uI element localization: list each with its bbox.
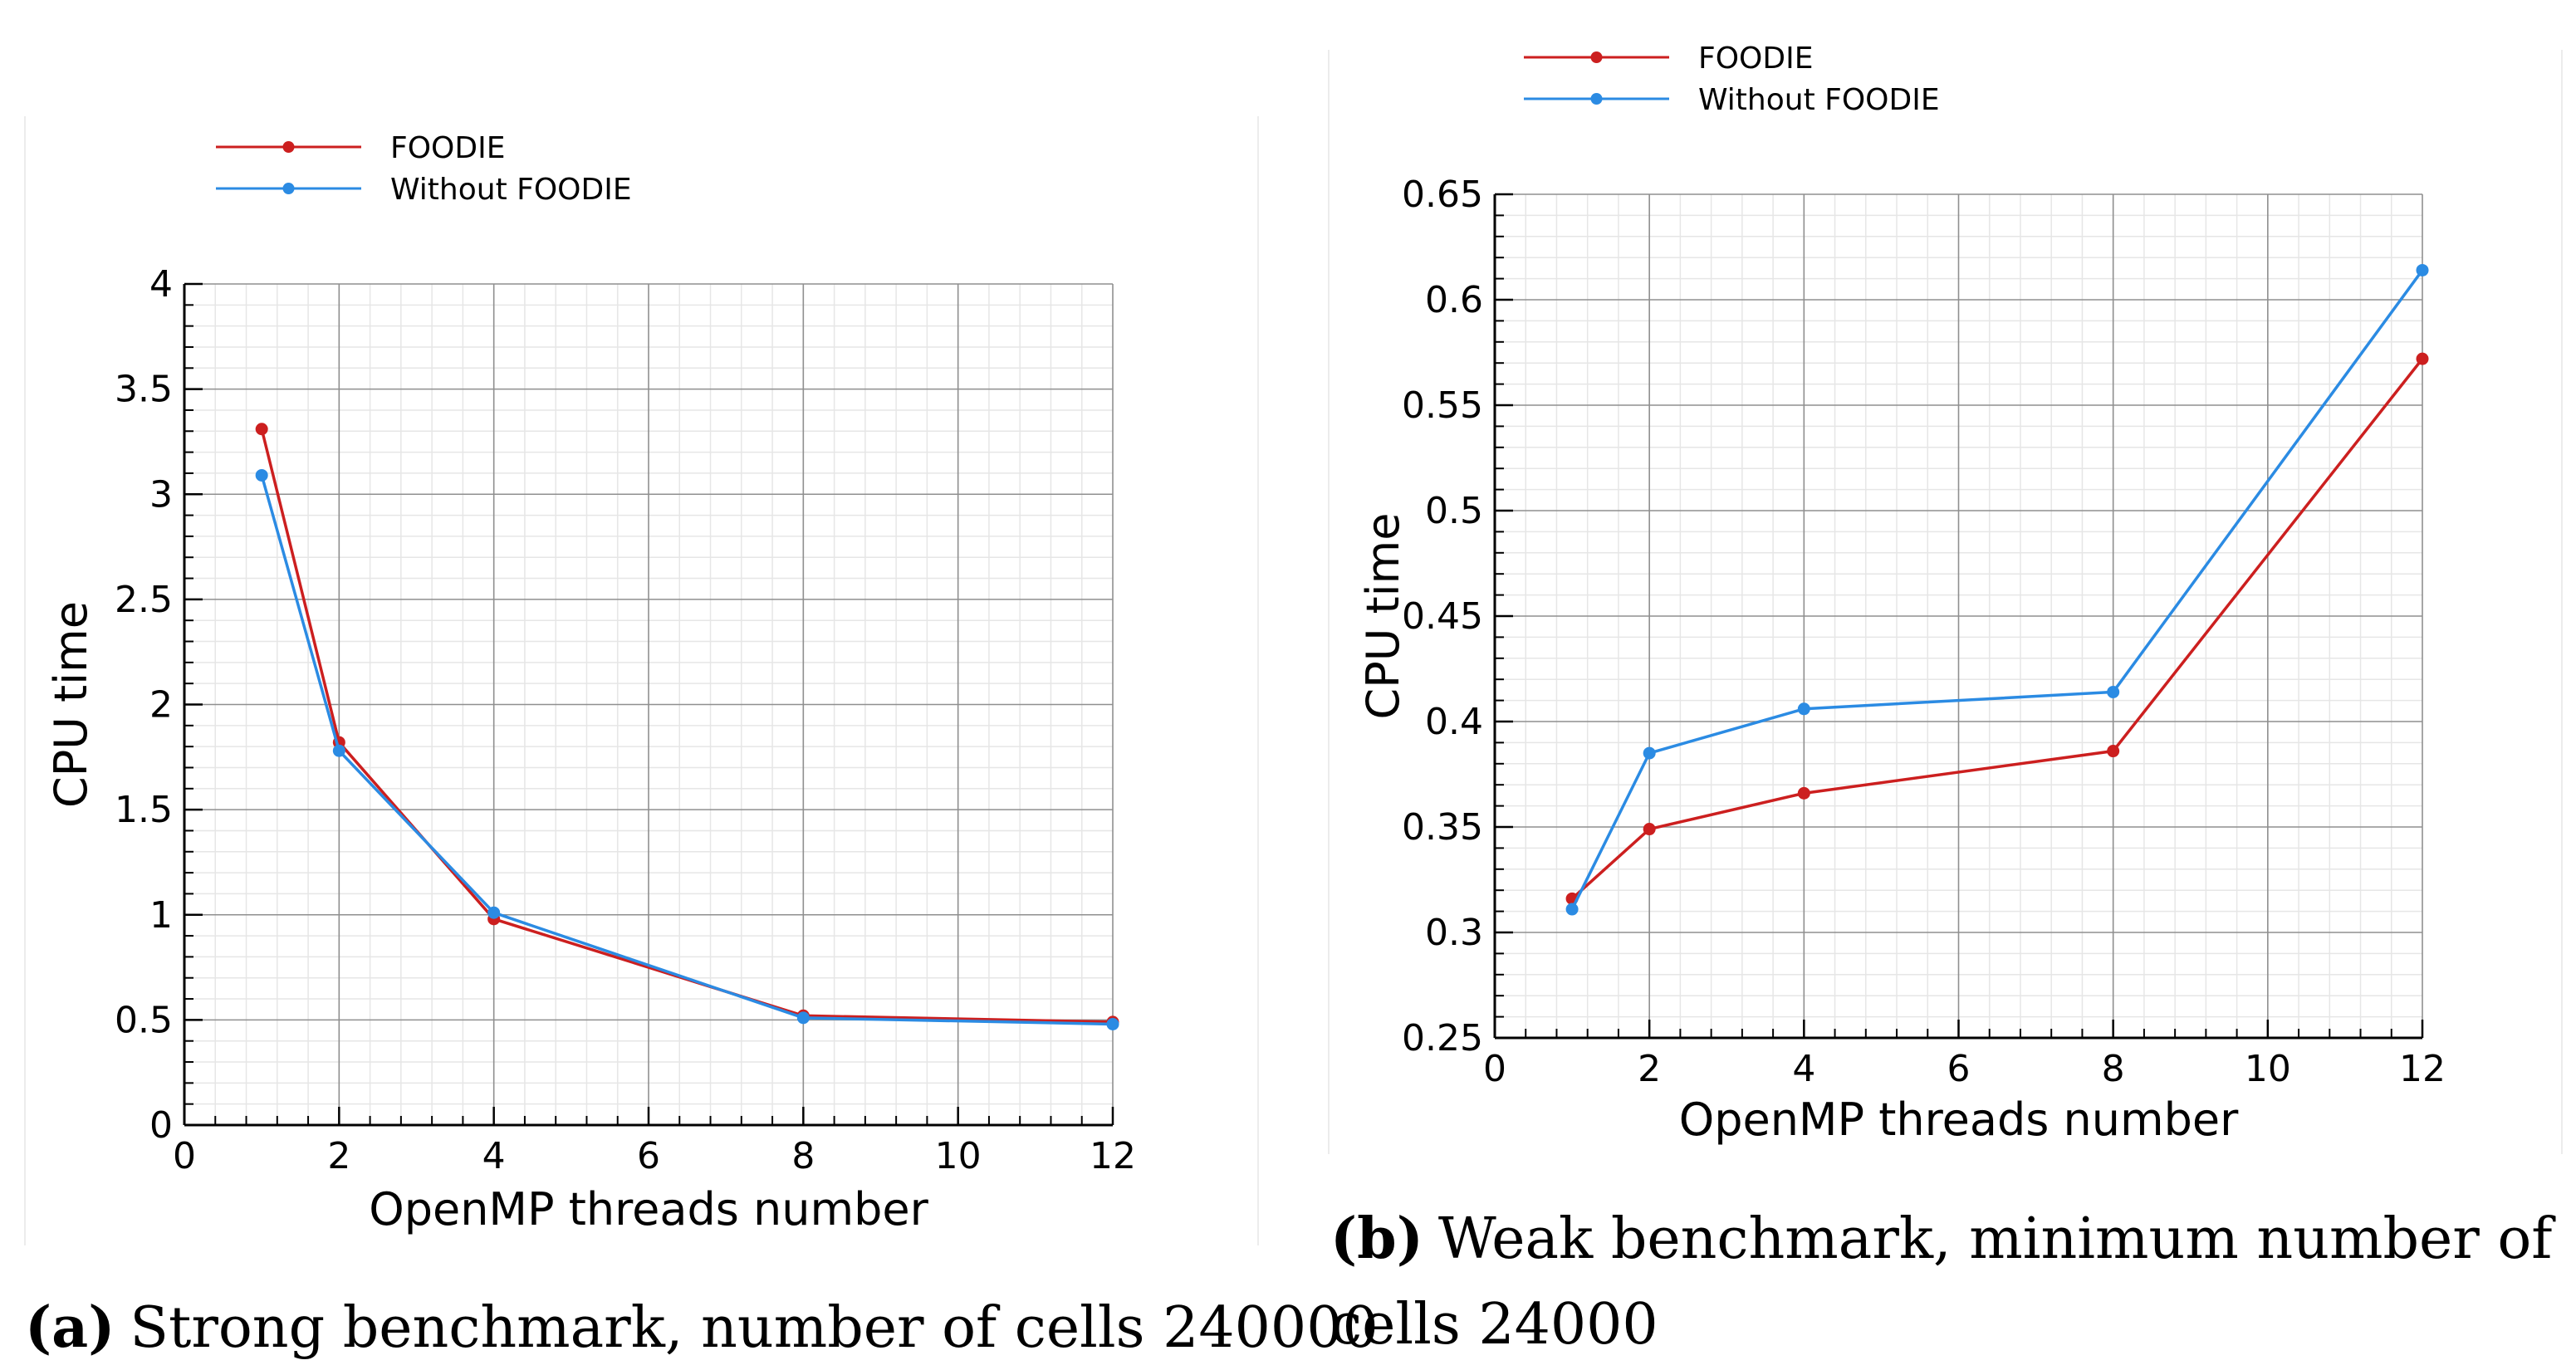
legend-label: Without FOODIE [1698, 83, 1940, 117]
data-point-without-foodie [1106, 1017, 1119, 1030]
caption-b-text: Weak benchmark, minimum number of [1438, 1206, 2556, 1272]
y-tick-label: 3 [149, 473, 173, 516]
x-tick-label: 6 [637, 1135, 660, 1177]
data-point-foodie [2416, 352, 2429, 365]
data-point-without-foodie [2416, 263, 2429, 276]
caption-b-label: (b) [1330, 1206, 1423, 1272]
y-tick-label: 0 [149, 1104, 173, 1147]
data-point-without-foodie [1565, 903, 1579, 916]
data-point-without-foodie [796, 1011, 810, 1025]
x-tick-label: 8 [791, 1135, 815, 1177]
y-tick-label: 0.5 [115, 999, 173, 1041]
legend-marker [282, 183, 295, 194]
y-tick-label: 0.35 [1402, 806, 1483, 849]
x-tick-label: 10 [935, 1135, 982, 1177]
x-tick-label: 4 [482, 1135, 506, 1177]
series-line-foodie [1570, 358, 2424, 900]
caption-a: (a) Strong benchmark, number of cells 240… [25, 1294, 1379, 1361]
y-axis-label: CPU time [45, 601, 97, 808]
y-tick-label: 3.5 [115, 369, 173, 411]
y-tick-label: 0.55 [1402, 384, 1483, 427]
data-point-without-foodie [2107, 685, 2120, 698]
legend-label: FOODIE [390, 131, 505, 165]
x-axis-label: OpenMP threads number [1679, 1094, 2239, 1146]
x-tick-label: 0 [1483, 1048, 1506, 1090]
x-tick-label: 12 [1090, 1135, 1136, 1177]
x-tick-label: 10 [2245, 1048, 2291, 1090]
y-tick-label: 0.3 [1425, 912, 1483, 954]
x-axis-label: OpenMP threads number [369, 1183, 928, 1235]
y-tick-label: 2.5 [115, 579, 173, 621]
legend-label: FOODIE [1698, 42, 1813, 76]
y-tick-label: 0.5 [1425, 490, 1483, 532]
x-tick-label: 4 [1792, 1048, 1815, 1090]
y-tick-label: 1 [149, 894, 173, 937]
x-tick-label: 12 [2399, 1048, 2446, 1090]
weak-benchmark-chart: 0 2 4 6 8 10 12 0.25 0.3 0.35 0.4 0.45 0.5 0.55 0.6 0.6… [1357, 42, 2446, 1146]
caption-b-text-2: cells 24000 [1330, 1292, 1658, 1358]
data-point-without-foodie [1797, 702, 1810, 716]
y-tick-label: 0.25 [1402, 1017, 1483, 1059]
legend-marker [1590, 93, 1603, 105]
y-tick-label: 0.4 [1425, 701, 1483, 743]
series-line-without-foodie [1570, 269, 2424, 910]
x-tick-label: 2 [327, 1135, 350, 1177]
caption-b: (b) Weak benchmark, minimum number of [1330, 1206, 2556, 1272]
legend-marker [1590, 51, 1603, 63]
y-tick-label: 0.6 [1425, 279, 1483, 321]
legend-marker [282, 141, 295, 153]
y-tick-label: 2 [149, 684, 173, 727]
y-axis-label: CPU time [1357, 513, 1409, 720]
caption-a-label: (a) [25, 1294, 115, 1361]
data-point-without-foodie [487, 906, 501, 919]
x-tick-label: 0 [173, 1135, 196, 1177]
data-point-without-foodie [1643, 746, 1656, 760]
strong-benchmark-chart: 0 2 4 6 8 10 12 0 0.5 1 1.5 2 2.5 3 3.5 4 OpenMP threads… [45, 131, 1136, 1235]
legend-label: Without FOODIE [390, 173, 632, 207]
y-tick-label: 0.45 [1402, 595, 1483, 638]
data-point-foodie [2107, 745, 2120, 758]
y-tick-label: 0.65 [1402, 174, 1483, 216]
data-point-without-foodie [332, 744, 345, 757]
y-tick-label: 4 [149, 263, 173, 306]
data-point-without-foodie [255, 468, 268, 482]
x-tick-label: 2 [1638, 1048, 1661, 1090]
data-point-foodie [1643, 823, 1656, 836]
x-tick-label: 6 [1947, 1048, 1971, 1090]
data-point-foodie [255, 423, 268, 436]
x-tick-label: 8 [2102, 1048, 2125, 1090]
y-tick-label: 1.5 [115, 789, 173, 831]
caption-a-text: Strong benchmark, number of cells 240000 [130, 1295, 1378, 1361]
data-point-foodie [1797, 786, 1810, 800]
